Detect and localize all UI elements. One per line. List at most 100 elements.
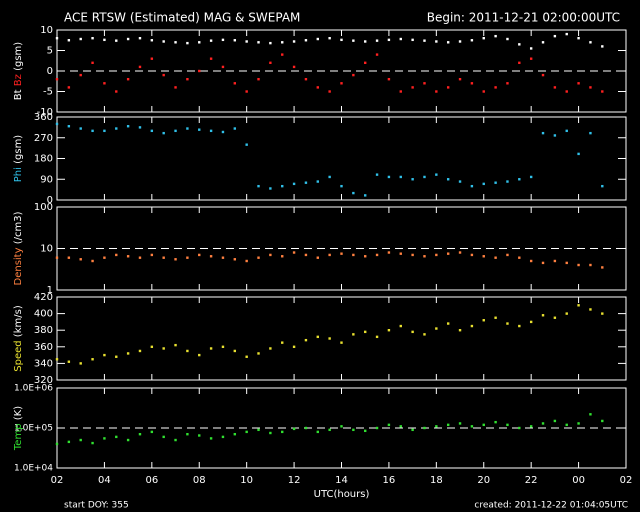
x-tick-label: 02	[620, 475, 633, 486]
data-point	[221, 256, 225, 259]
data-point	[257, 352, 260, 355]
data-point	[529, 57, 533, 60]
data-point	[186, 256, 189, 259]
data-point	[138, 256, 142, 259]
data-point	[446, 41, 450, 44]
data-point	[411, 330, 414, 334]
data-point	[67, 440, 71, 444]
data-point	[233, 82, 237, 85]
begin-time: Begin: 2011-12-21 02:00:00UTC	[427, 11, 620, 25]
y-axis-label-series: Speed	[13, 340, 24, 371]
data-point	[328, 337, 331, 340]
data-point	[55, 78, 59, 81]
data-point	[470, 82, 474, 85]
data-point	[601, 266, 604, 269]
data-point	[269, 253, 272, 257]
data-point	[411, 86, 414, 89]
data-point	[553, 259, 557, 263]
data-point	[292, 40, 296, 43]
data-point	[470, 253, 474, 257]
x-tick-label: 16	[383, 475, 396, 486]
y-axis-label-unit: (gsm)	[13, 42, 24, 71]
y-tick-label: 270	[34, 133, 53, 144]
data-point	[340, 425, 343, 428]
data-point	[375, 253, 379, 257]
data-point	[565, 261, 568, 265]
data-point	[529, 175, 533, 179]
data-point	[577, 152, 580, 156]
y-tick-label: 90	[40, 174, 53, 185]
y-axis-label: Phi (gsm)	[13, 135, 24, 183]
data-point	[470, 184, 474, 188]
data-point	[446, 178, 450, 181]
data-point	[352, 253, 355, 257]
data-point	[435, 90, 438, 93]
data-point	[162, 73, 165, 77]
data-point	[150, 129, 154, 133]
data-point	[435, 253, 438, 257]
data-point	[304, 78, 308, 81]
data-point	[281, 341, 284, 344]
data-point	[423, 255, 426, 258]
data-point	[328, 175, 331, 179]
data-point	[55, 37, 59, 40]
data-point	[589, 413, 592, 416]
y-tick-label: 1.0E+06	[14, 384, 53, 394]
y-tick-label: 100	[34, 202, 53, 213]
y-tick-label: 10	[40, 244, 53, 255]
y-tick-label: 5	[47, 46, 53, 57]
data-point	[67, 360, 71, 363]
data-point	[115, 355, 118, 358]
data-point	[292, 182, 296, 186]
data-point	[245, 143, 248, 146]
y-tick-label: 380	[34, 325, 53, 336]
data-point	[529, 320, 533, 324]
data-point	[458, 180, 462, 183]
data-point	[601, 45, 604, 48]
data-point	[541, 131, 545, 135]
data-point	[375, 53, 379, 56]
data-point	[292, 345, 296, 348]
data-point	[589, 86, 592, 89]
data-point	[186, 349, 189, 353]
data-point	[209, 129, 213, 133]
data-point	[186, 432, 189, 436]
data-point	[565, 90, 568, 93]
data-point	[115, 253, 118, 257]
data-point	[233, 349, 237, 353]
data-point	[589, 308, 592, 311]
data-point	[518, 61, 521, 64]
data-point	[328, 90, 331, 93]
data-point	[67, 256, 71, 259]
data-point	[399, 324, 402, 328]
data-point	[601, 90, 604, 93]
data-point	[55, 358, 59, 361]
title: ACE RTSW (Estimated) MAG & SWEPAM	[64, 11, 300, 25]
data-point	[174, 41, 177, 44]
x-tick-label: 02	[51, 475, 64, 486]
data-point	[221, 345, 225, 348]
data-point	[221, 435, 225, 439]
data-point	[565, 32, 568, 36]
data-point	[162, 40, 165, 43]
data-point	[601, 419, 604, 423]
data-point	[198, 253, 201, 257]
data-point	[221, 130, 225, 134]
data-point	[541, 314, 545, 317]
data-point	[245, 355, 248, 358]
data-point	[352, 333, 355, 336]
data-point	[91, 129, 94, 133]
y-tick-label: 360	[34, 112, 53, 123]
data-point	[209, 57, 213, 60]
data-point	[435, 327, 438, 330]
data-point	[91, 37, 94, 40]
data-point	[209, 39, 213, 42]
data-point	[233, 39, 237, 42]
data-point	[470, 425, 474, 428]
data-point	[257, 256, 260, 259]
data-point	[91, 61, 94, 64]
data-point	[55, 442, 59, 446]
data-point	[352, 428, 355, 432]
data-point	[482, 423, 485, 427]
data-point	[364, 330, 367, 334]
